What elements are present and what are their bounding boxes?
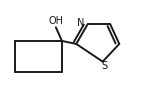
Text: N: N [77,18,84,28]
Text: OH: OH [48,16,63,26]
Text: S: S [101,61,107,71]
